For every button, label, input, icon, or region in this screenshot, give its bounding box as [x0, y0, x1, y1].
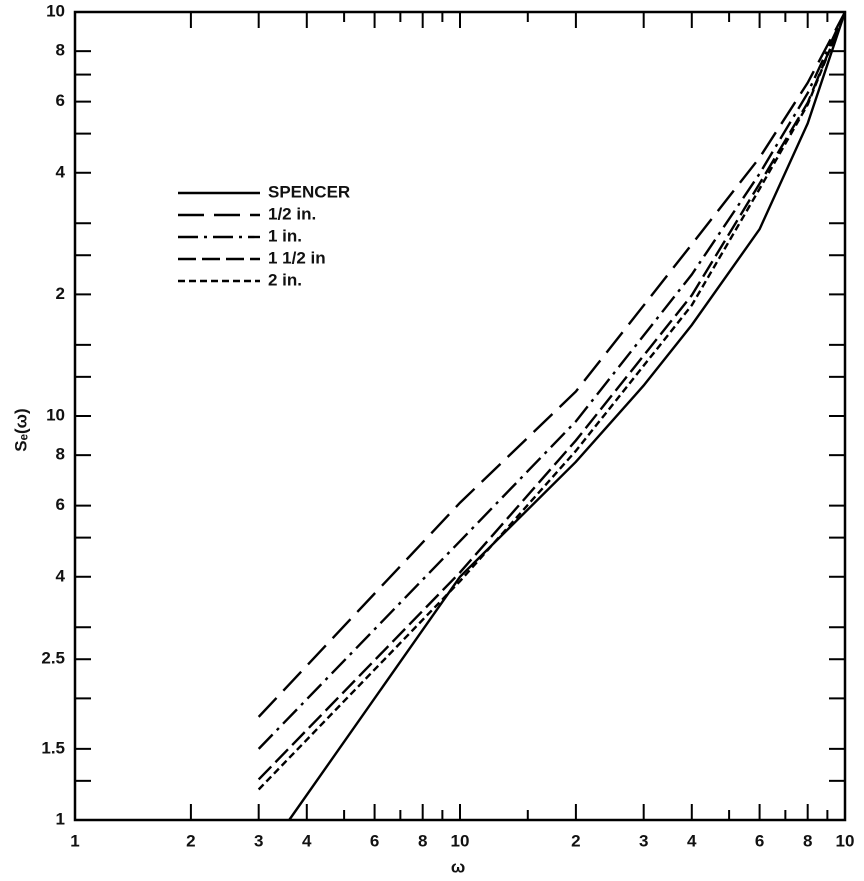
line-series	[288, 11, 847, 821]
y-axis-label: Sₑ(ω)	[11, 408, 30, 451]
x-tick-label: 3	[639, 831, 648, 850]
y-tick-label: 1.5	[41, 738, 65, 757]
plot-frame	[73, 10, 847, 822]
x-tick-label: 4	[302, 831, 312, 850]
x-tick-label: 3	[254, 831, 263, 850]
x-tick-label: 1	[70, 831, 79, 850]
x-tick-label: 4	[687, 831, 697, 850]
y-tick-label: 6	[56, 91, 65, 110]
y-tick-label: 10	[46, 1, 65, 20]
line-series	[257, 11, 847, 718]
y-tick-label: 8	[56, 445, 65, 464]
line-series	[257, 11, 847, 750]
line-series	[257, 11, 847, 781]
y-tick-label: 4	[56, 566, 66, 585]
x-tick-label: 6	[755, 831, 764, 850]
x-tick-label: 6	[370, 831, 379, 850]
legend-label: 1/2 in.	[268, 204, 316, 223]
x-tick-label: 8	[803, 831, 812, 850]
y-tick-label: 1	[56, 809, 65, 828]
x-tick-label: 2	[186, 831, 195, 850]
legend-label: 2 in.	[268, 270, 302, 289]
legend-label: 1 1/2 in	[268, 248, 326, 267]
line-series	[257, 11, 847, 791]
legend-label: SPENCER	[268, 182, 350, 201]
y-tick-label: 8	[56, 41, 65, 60]
x-axis-label: ω	[451, 857, 465, 876]
y-tick-label: 2	[56, 284, 65, 303]
y-tick-label: 6	[56, 495, 65, 514]
y-tick-label: 2.5	[41, 649, 65, 668]
x-tick-label: 10	[836, 831, 855, 850]
x-tick-label: 8	[418, 831, 427, 850]
x-tick-label: 2	[571, 831, 580, 850]
y-tick-label: 4	[56, 162, 66, 181]
y-tick-label: 10	[46, 405, 65, 424]
x-tick-label: 10	[451, 831, 470, 850]
legend-label: 1 in.	[268, 226, 302, 245]
